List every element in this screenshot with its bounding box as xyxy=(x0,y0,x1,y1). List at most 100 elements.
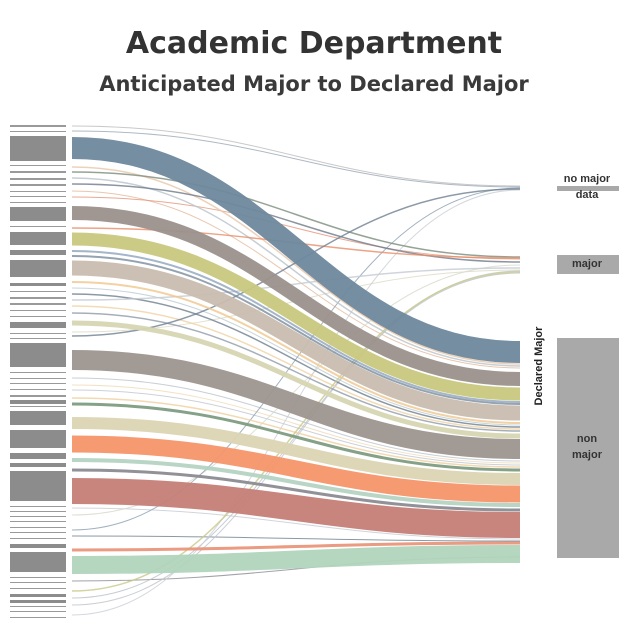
source-node-bar[interactable] xyxy=(10,226,66,227)
source-node-bar[interactable] xyxy=(10,411,66,425)
source-node-bar[interactable] xyxy=(10,196,66,197)
source-node-bar[interactable] xyxy=(10,606,66,607)
sankey-flow-non-major[interactable] xyxy=(71,435,521,503)
source-node-bar[interactable] xyxy=(10,310,66,311)
sankey-flow-non-major[interactable] xyxy=(71,206,521,386)
sankey-flow-non-major[interactable] xyxy=(71,507,521,540)
source-node-bar[interactable] xyxy=(10,136,66,161)
source-node-bar[interactable] xyxy=(10,184,66,186)
source-node-bar[interactable] xyxy=(10,383,66,384)
target-label-no-major-data-line2: data xyxy=(575,189,599,201)
source-node-bar[interactable] xyxy=(10,463,66,467)
source-node-bar[interactable] xyxy=(10,506,66,507)
target-label-non-major-line1: non xyxy=(576,433,598,445)
source-node-bar[interactable] xyxy=(10,521,66,522)
sankey-flow-major[interactable] xyxy=(71,183,521,263)
sankey-flow-major[interactable] xyxy=(71,267,521,301)
source-node-bar[interactable] xyxy=(10,125,66,127)
sankey-flow-non-major[interactable] xyxy=(71,545,521,574)
sankey-flow-non-major[interactable] xyxy=(71,281,521,424)
source-node-bar[interactable] xyxy=(10,131,66,132)
sankey-flow-major[interactable] xyxy=(71,171,521,258)
sankey-flow-no-major-data[interactable] xyxy=(71,125,521,187)
source-node-bar[interactable] xyxy=(10,191,66,192)
source-node-bar[interactable] xyxy=(10,400,66,404)
sankey-flow-non-major[interactable] xyxy=(71,402,521,472)
target-node-bars xyxy=(557,186,619,558)
source-node-bar[interactable] xyxy=(10,316,66,317)
sankey-flow-no-major-data[interactable] xyxy=(71,130,521,188)
target-node-bar-non-major[interactable] xyxy=(557,338,619,558)
source-node-bar[interactable] xyxy=(10,511,66,512)
source-node-bar[interactable] xyxy=(10,611,66,612)
source-node-bar[interactable] xyxy=(10,260,66,277)
source-node-bar[interactable] xyxy=(10,594,66,597)
source-node-bar[interactable] xyxy=(10,532,66,533)
source-node-bar[interactable] xyxy=(10,582,66,583)
source-node-bar[interactable] xyxy=(10,471,66,501)
source-node-bar[interactable] xyxy=(10,389,66,390)
sankey-flow-non-major[interactable] xyxy=(71,478,521,538)
source-node-bar[interactable] xyxy=(10,544,66,548)
sankey-flow-non-major[interactable] xyxy=(71,377,521,462)
sankey-flow-non-major[interactable] xyxy=(71,350,521,459)
source-node-bar[interactable] xyxy=(10,303,66,305)
sankey-flow-non-major[interactable] xyxy=(71,232,521,401)
source-node-bar[interactable] xyxy=(10,322,66,328)
sankey-flow-non-major[interactable] xyxy=(71,458,521,507)
sankey-flow-non-major[interactable] xyxy=(71,250,521,403)
sankey-flow-non-major[interactable] xyxy=(71,468,521,512)
source-node-bar[interactable] xyxy=(10,232,66,245)
sankey-flow-non-major[interactable] xyxy=(71,255,521,405)
sankey-flow-non-major[interactable] xyxy=(71,417,521,485)
source-node-bar[interactable] xyxy=(10,516,66,517)
source-node-bar[interactable] xyxy=(10,395,66,397)
source-node-bar[interactable] xyxy=(10,338,66,339)
sankey-flow-non-major[interactable] xyxy=(71,166,521,365)
declared-major-axis-label: Declared Major xyxy=(533,326,545,406)
source-node-bar[interactable] xyxy=(10,617,66,618)
sankey-flow-non-major[interactable] xyxy=(71,260,521,421)
sankey-flow-major[interactable] xyxy=(71,271,521,592)
source-node-bar[interactable] xyxy=(10,207,66,221)
sankey-flow-non-major[interactable] xyxy=(71,137,521,363)
source-node-bar[interactable] xyxy=(10,165,66,166)
source-node-bar[interactable] xyxy=(10,343,66,367)
sankey-flows xyxy=(71,125,521,616)
target-node-bar-no-major-data[interactable] xyxy=(557,186,619,191)
sankey-flow-non-major[interactable] xyxy=(71,389,521,466)
sankey-flow-non-major[interactable] xyxy=(71,384,521,464)
source-node-bar[interactable] xyxy=(10,178,66,180)
source-node-bar[interactable] xyxy=(10,202,66,203)
source-node-bar[interactable] xyxy=(10,297,66,299)
source-node-bar[interactable] xyxy=(10,372,66,373)
sankey-flow-non-major[interactable] xyxy=(71,287,521,426)
sankey-flow-non-major[interactable] xyxy=(71,535,521,542)
source-node-bar[interactable] xyxy=(10,552,66,572)
source-node-bar[interactable] xyxy=(10,453,66,459)
target-node-bar-major[interactable] xyxy=(557,255,619,274)
source-node-bar[interactable] xyxy=(10,406,66,407)
source-node-bar[interactable] xyxy=(10,577,66,578)
target-label-non-major-line2: major xyxy=(572,449,602,461)
source-node-bar[interactable] xyxy=(10,283,66,286)
sankey-flow-non-major[interactable] xyxy=(71,312,521,432)
chart-title: Academic Department xyxy=(125,26,503,61)
source-node-bar[interactable] xyxy=(10,600,66,603)
source-node-bar[interactable] xyxy=(10,430,66,448)
source-node-bars xyxy=(10,125,66,618)
source-node-bar[interactable] xyxy=(10,538,66,539)
sankey-flow-non-major[interactable] xyxy=(71,305,521,430)
sankey-flow-non-major[interactable] xyxy=(71,541,521,552)
source-node-bar[interactable] xyxy=(10,588,66,589)
sankey-flow-no-major-data[interactable] xyxy=(71,187,521,531)
source-node-bar[interactable] xyxy=(10,378,66,379)
sankey-flow-non-major[interactable] xyxy=(71,293,521,428)
source-node-bar[interactable] xyxy=(10,291,66,292)
source-node-bar[interactable] xyxy=(10,250,66,255)
source-node-bar[interactable] xyxy=(10,333,66,334)
source-node-bar[interactable] xyxy=(10,171,66,173)
sankey-flow-non-major[interactable] xyxy=(71,320,521,439)
source-node-bar[interactable] xyxy=(10,527,66,528)
